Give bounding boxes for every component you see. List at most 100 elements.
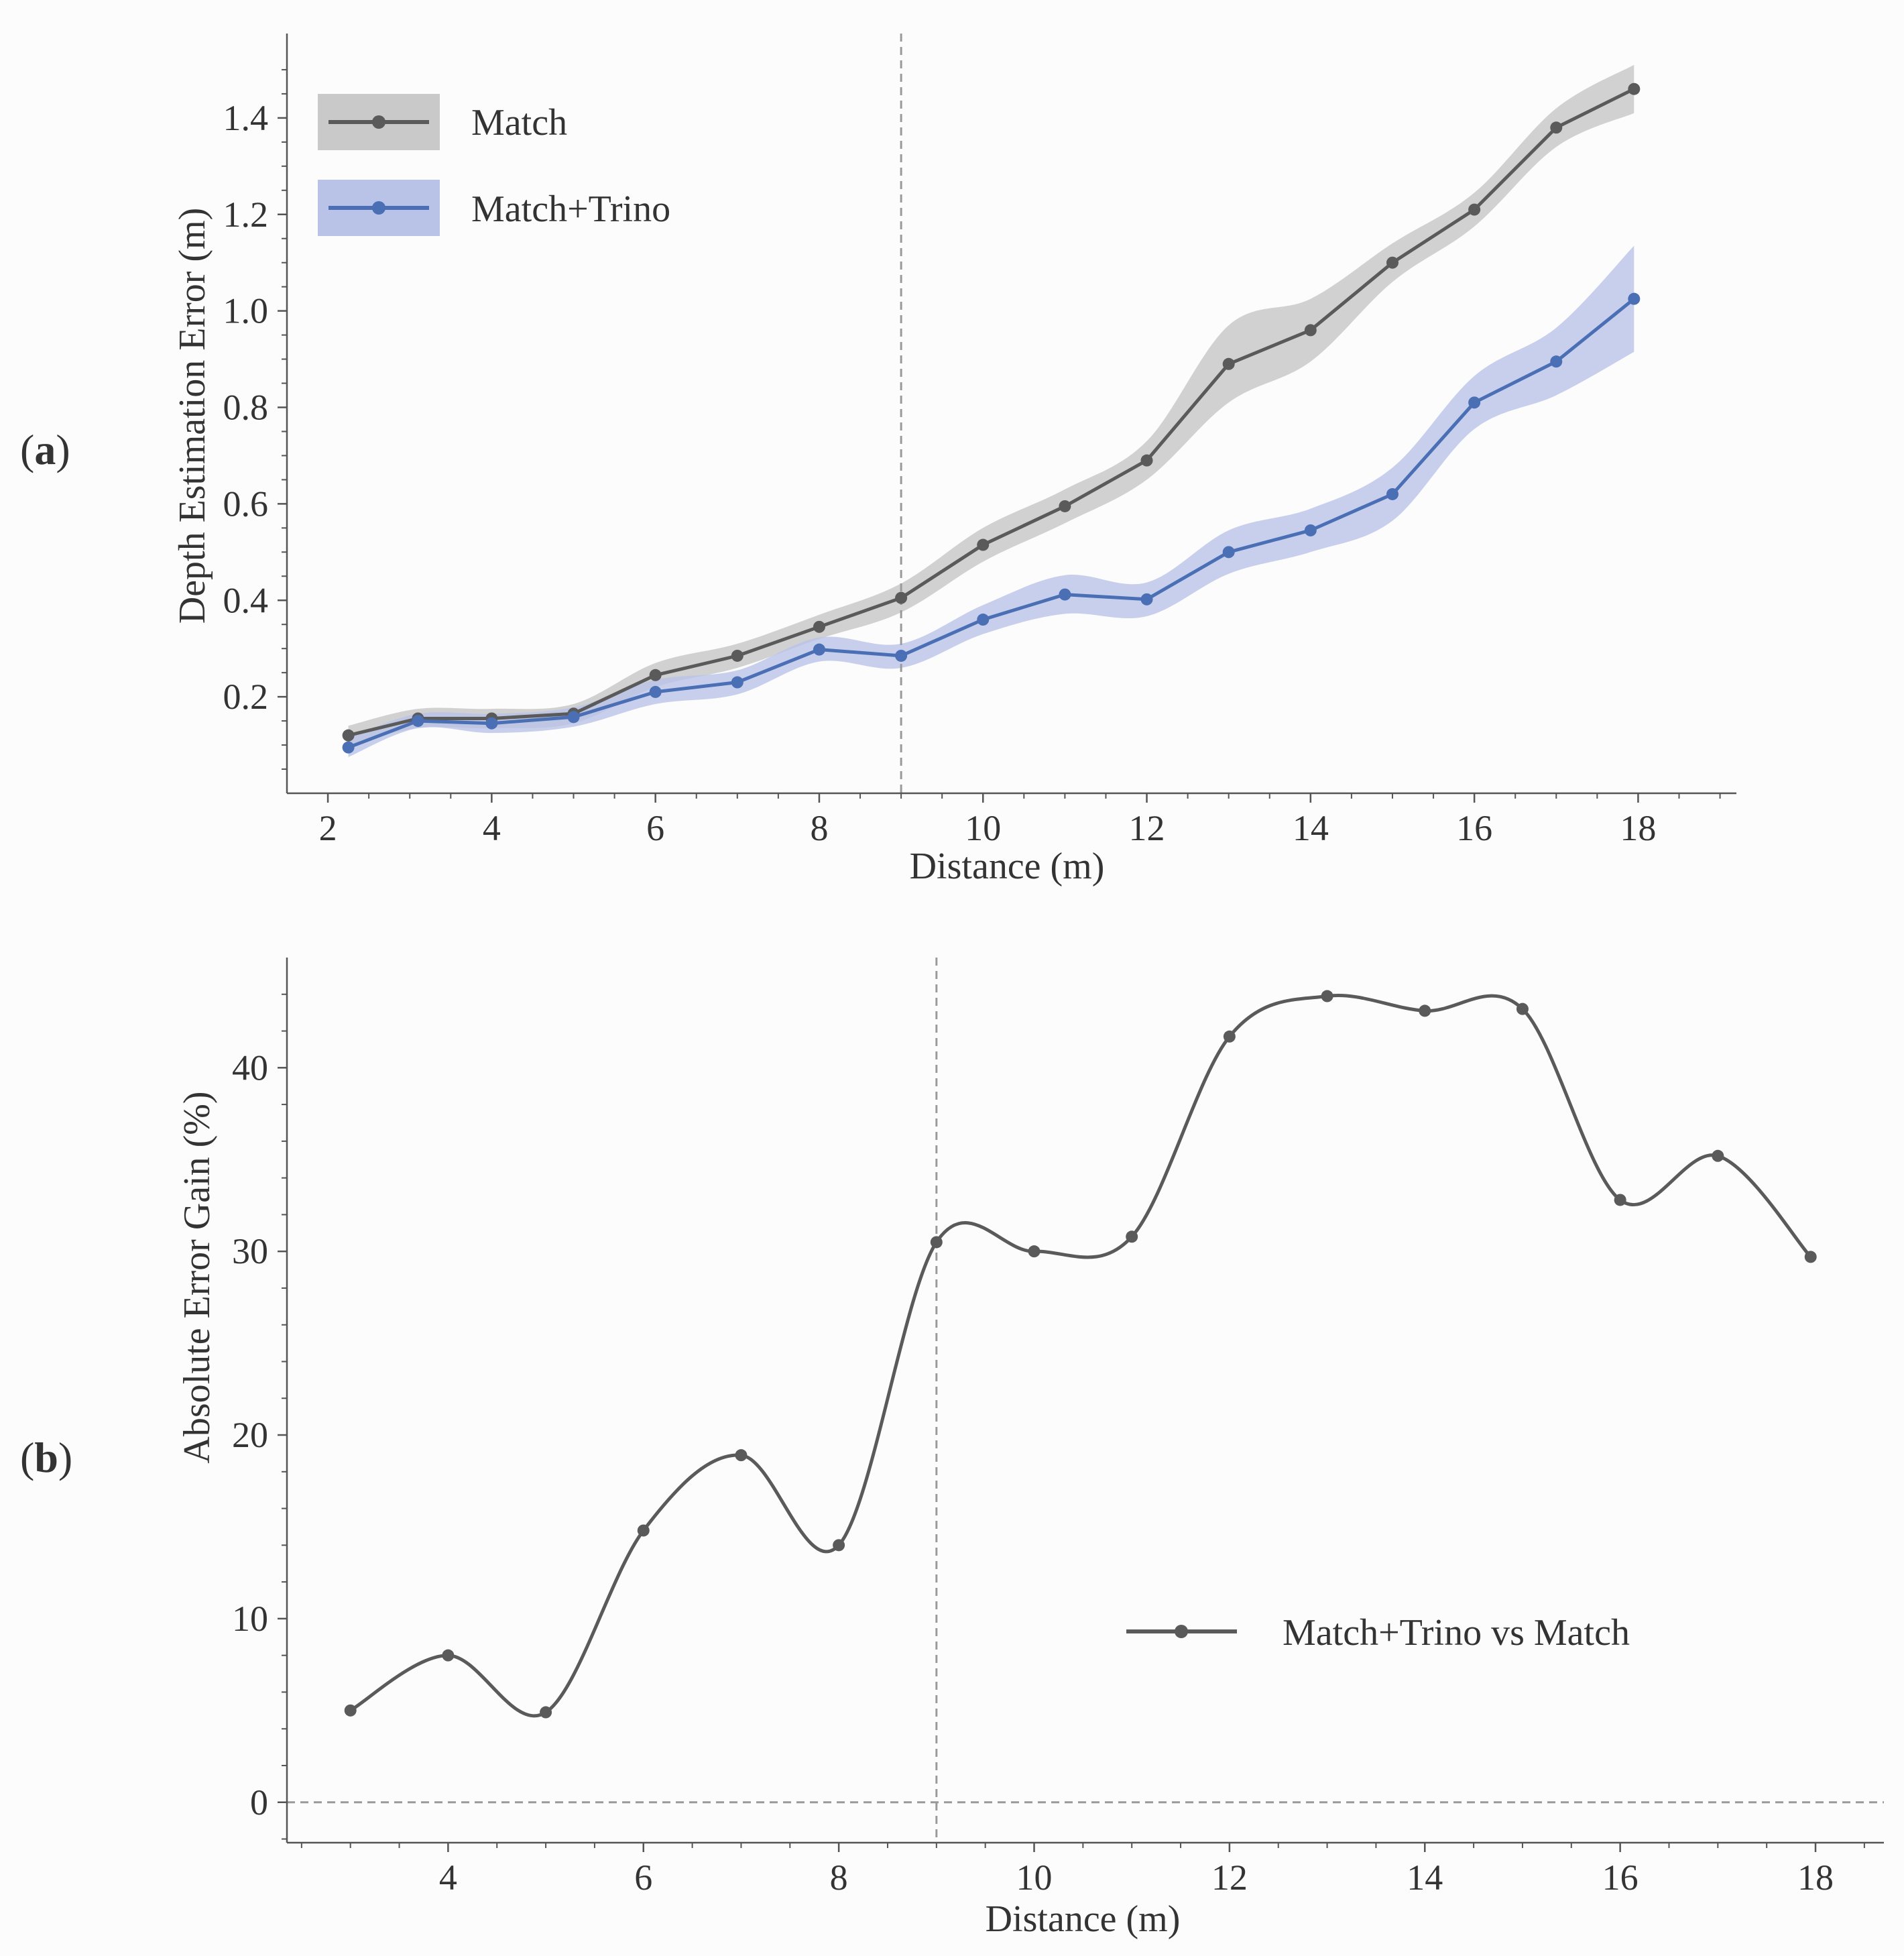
- y-tick-label: 0.4: [223, 580, 269, 620]
- point-gain: [1419, 1004, 1431, 1017]
- y-tick-label: 1.0: [223, 291, 269, 331]
- series-line-match: [348, 87, 1635, 738]
- chart-b-ylabel: Absolute Error Gain (%): [176, 1091, 218, 1463]
- x-tick-label: 14: [1293, 808, 1329, 848]
- point-trino: [977, 614, 990, 626]
- x-tick-label: 18: [1620, 808, 1656, 848]
- x-tick-label: 12: [1129, 808, 1165, 848]
- point-trino: [649, 685, 662, 698]
- point-trino: [813, 643, 825, 656]
- point-trino: [1386, 487, 1399, 500]
- point-gain: [1712, 1149, 1724, 1162]
- chart-b-error-gain: 4 6 8 10 12 14 16 18 0 10 20 30 40 Distance (m) Abso…: [176, 958, 1884, 1940]
- y-tick-label: 1.2: [223, 194, 269, 235]
- point-match: [1468, 203, 1481, 216]
- panel-label-a: (a): [20, 426, 70, 473]
- x-tick-label: 6: [646, 808, 664, 848]
- legend-match-marker: [372, 115, 385, 129]
- legend-trino-label: Match+Trino: [471, 188, 670, 230]
- y-tick-label: 0.6: [223, 483, 269, 524]
- point-match: [1140, 454, 1153, 467]
- point-match: [731, 649, 743, 662]
- point-trino: [342, 741, 355, 754]
- point-trino: [485, 717, 498, 730]
- chart-a-bands: [348, 64, 1634, 757]
- y-tick-label: 20: [232, 1415, 268, 1455]
- x-tick-label: 2: [319, 808, 337, 848]
- band-trino: [348, 245, 1634, 757]
- y-tick-label: 0.8: [223, 388, 269, 428]
- point-gain: [637, 1524, 650, 1537]
- series-line-gain: [349, 994, 1812, 1718]
- point-gain: [1614, 1194, 1626, 1206]
- point-match: [1386, 256, 1399, 269]
- point-gain: [930, 1236, 943, 1249]
- x-tick-label: 16: [1456, 808, 1492, 848]
- point-match: [1628, 82, 1641, 95]
- x-tick-label: 4: [483, 808, 501, 848]
- point-trino: [895, 649, 908, 662]
- point-trino: [1550, 355, 1563, 368]
- point-trino: [567, 711, 580, 724]
- point-trino: [731, 676, 743, 689]
- x-tick-label: 16: [1602, 1857, 1639, 1898]
- y-tick-label: 0.2: [223, 677, 269, 717]
- y-tick-label: 10: [232, 1599, 268, 1639]
- chart-a-ylabel: Depth Estimation Error (m): [172, 208, 213, 624]
- chart-b-axes: 4 6 8 10 12 14 16 18 0 10 20 30 40: [232, 958, 1884, 1898]
- point-gain: [735, 1449, 748, 1462]
- point-match: [813, 620, 825, 633]
- point-gain: [442, 1649, 455, 1662]
- point-trino: [1222, 546, 1235, 559]
- x-tick-label: 6: [634, 1857, 652, 1898]
- point-match: [1304, 324, 1317, 337]
- panel-label-b: (b): [20, 1434, 72, 1481]
- point-trino: [1140, 593, 1153, 606]
- band-match: [348, 64, 1634, 746]
- point-match: [1550, 121, 1563, 134]
- x-tick-label: 12: [1211, 1857, 1248, 1898]
- y-tick-label: 40: [232, 1047, 268, 1088]
- series-line-trino: [347, 297, 1635, 750]
- point-trino: [1628, 292, 1641, 305]
- y-tick-label: 30: [232, 1231, 268, 1271]
- point-trino: [1304, 524, 1317, 536]
- chart-b-legend: Match+Trino vs Match: [1126, 1612, 1630, 1654]
- point-match: [895, 591, 908, 604]
- legend-trino-marker: [372, 201, 385, 215]
- point-match: [649, 669, 662, 681]
- x-tick-label: 10: [1016, 1857, 1053, 1898]
- point-gain: [833, 1539, 845, 1552]
- x-tick-label: 14: [1407, 1857, 1443, 1898]
- point-gain: [344, 1704, 357, 1717]
- y-tick-label: 0: [250, 1782, 268, 1823]
- point-match: [1222, 357, 1235, 370]
- chart-a-lines: [342, 82, 1641, 754]
- point-trino: [1059, 588, 1071, 601]
- x-tick-label: 8: [830, 1857, 848, 1898]
- point-gain: [1223, 1030, 1236, 1043]
- point-match: [342, 729, 355, 742]
- point-gain: [1126, 1230, 1138, 1243]
- chart-b-lines: [344, 990, 1817, 1719]
- chart-a-legend: Match Match+Trino: [318, 94, 670, 236]
- point-gain: [1804, 1251, 1817, 1263]
- chart-a-depth-error: 2 4 6 8 10 12 14 16 18 0.2 0.4 0.6 0.8 1.0 1.2 1.4 Dist…: [172, 34, 1736, 887]
- chart-a-axes: 2 4 6 8 10 12 14 16 18 0.2 0.4 0.6 0.8 1.0 1.2 1.4: [223, 34, 1736, 848]
- x-tick-label: 4: [439, 1857, 457, 1898]
- x-tick-label: 10: [965, 808, 1001, 848]
- point-trino: [1468, 396, 1481, 409]
- point-gain: [1028, 1245, 1040, 1258]
- point-gain: [1516, 1002, 1529, 1015]
- point-match: [1059, 500, 1071, 512]
- legend-gain-marker: [1175, 1625, 1188, 1638]
- chart-b-xlabel: Distance (m): [986, 1898, 1181, 1940]
- legend-gain-label: Match+Trino vs Match: [1283, 1612, 1630, 1654]
- x-tick-label: 18: [1797, 1857, 1834, 1898]
- point-match: [977, 538, 990, 551]
- point-gain: [1321, 990, 1333, 1002]
- x-tick-label: 8: [810, 808, 828, 848]
- legend-match-label: Match: [471, 102, 567, 143]
- y-tick-label: 1.4: [223, 98, 269, 138]
